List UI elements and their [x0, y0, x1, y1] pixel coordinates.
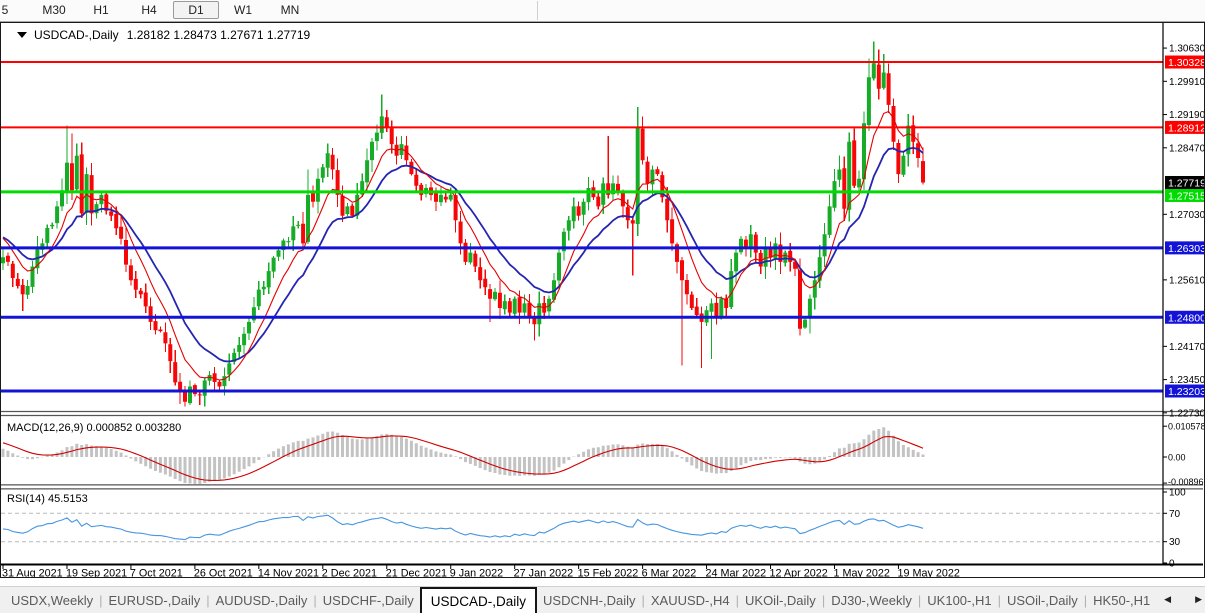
macd-axis-label: -0.00896	[1168, 477, 1204, 487]
date-axis-label: 9 Jan 2022	[450, 568, 503, 578]
macd-axis-label: 0.00	[1168, 453, 1186, 463]
date-axis-label: 2 Dec 2021	[322, 568, 377, 578]
chart-title: USDCAD-,Daily 1.28182 1.28473 1.27671 1.2…	[17, 28, 310, 42]
tab-separator: |	[1083, 592, 1088, 608]
timeframe-button-m30[interactable]: M30	[42, 3, 66, 17]
tab-separator: |	[641, 592, 645, 608]
date-axis-label: 24 Mar 2022	[706, 568, 767, 578]
bid-price-badge: 1.27719	[1168, 177, 1204, 189]
rsi-axis-label: 100	[1169, 488, 1186, 499]
price-axis-label: 1.22730	[1169, 408, 1204, 419]
chart-tab-usoil-daily[interactable]: USOil-,Daily	[1006, 592, 1078, 608]
timeframe-button-5[interactable]: 5	[1, 3, 9, 17]
tab-separator: |	[735, 592, 740, 608]
chart-tab-uk100-h1[interactable]: UK100-,H1	[927, 592, 992, 608]
chart-symbol-period: USDCAD-,Daily	[34, 28, 119, 42]
date-axis-label: 21 Dec 2021	[386, 568, 447, 578]
date-axis-label: 19 May 2022	[897, 568, 959, 578]
level-price-badge-bg	[1165, 241, 1204, 255]
date-axis-label: 31 Aug 2021	[2, 568, 63, 578]
level-price-badge: 1.27515	[1168, 190, 1204, 202]
price-axis-label: 1.27030	[1169, 210, 1204, 221]
date-axis-label: 26 Oct 2021	[194, 568, 253, 578]
date-axis-label: 15 Feb 2022	[578, 568, 639, 578]
chart-background	[1, 23, 1204, 577]
level-price-badge: 1.23203	[1168, 386, 1204, 398]
tab-scroll-right-icon[interactable]: ▶	[1195, 594, 1202, 604]
chart-tab-usdcad-daily[interactable]: USDCAD-,Daily	[419, 587, 538, 613]
chart-dropdown-icon[interactable]	[17, 32, 27, 38]
ma-fast-line	[2, 110, 924, 381]
price-axis-label: 1.23450	[1169, 375, 1204, 386]
tab-separator: |	[313, 592, 317, 608]
rsi-line	[2, 514, 924, 541]
price-axis-label: 1.25610	[1169, 275, 1204, 286]
price-axis-label: 1.29910	[1169, 77, 1204, 88]
date-axis-label: 1 May 2022	[833, 568, 889, 578]
timeframe-button-w1[interactable]: W1	[234, 3, 252, 17]
date-axis-label: 27 Jan 2022	[514, 568, 573, 578]
level-price-badge: 1.30328	[1168, 57, 1204, 69]
bid-price-badge-bg	[1165, 175, 1204, 189]
tab-separator: |	[99, 592, 103, 608]
timeframe-button-d1[interactable]: D1	[173, 1, 219, 19]
chart-tab-dj30-weekly[interactable]: DJ30-,Weekly	[831, 592, 912, 608]
level-price-badge: 1.28912	[1168, 122, 1204, 134]
tab-scroll-arrows: ◀ ▶	[1164, 594, 1202, 605]
level-price-badge-bg	[1165, 310, 1204, 324]
date-axis-label: 12 Apr 2022	[770, 568, 828, 578]
macd-histogram	[1, 427, 925, 484]
date-axis-label: 19 Sep 2021	[66, 568, 127, 578]
rsi-indicator-title: RSI(14) 45.5153	[7, 493, 88, 505]
rsi-axis-label: 70	[1169, 509, 1181, 520]
timeframe-button-mn[interactable]: MN	[280, 3, 300, 17]
timeframe-toolbar: 5 M30 H1 H4 D1 W1 MN	[0, 0, 1205, 22]
timeframe-button-h4[interactable]: H4	[141, 3, 157, 17]
chart-ohlc-values: 1.28182 1.28473 1.27671 1.27719	[126, 28, 311, 42]
date-axis-label: 14 Nov 2021	[258, 568, 319, 578]
timeframe-button-h1[interactable]: H1	[93, 3, 109, 17]
tab-separator: |	[997, 592, 1001, 608]
tab-separator: |	[917, 592, 922, 608]
price-axis-label: 1.28470	[1169, 143, 1204, 154]
level-price-badge: 1.26303	[1168, 243, 1204, 255]
tab-scroll-left-icon[interactable]: ◀	[1164, 594, 1172, 604]
level-price-badge-bg	[1165, 188, 1204, 202]
price-chart-canvas[interactable]: 1.30630 1.29910 1.29190 1.28470 1.27030 1.256…	[1, 23, 1204, 577]
chart-tab-usdcnh-daily[interactable]: USDCNH-,Daily	[543, 592, 636, 608]
chart-tab-audusd-daily[interactable]: AUDUSD-,Daily	[215, 592, 308, 608]
rsi-axis-label: 30	[1169, 537, 1181, 548]
chart-tab-hk50-h1[interactable]: HK50-,H1	[1093, 592, 1151, 608]
date-axis-label: 7 Oct 2021	[130, 568, 183, 578]
price-axis-label: 1.24170	[1169, 342, 1204, 353]
chart-tab-usdx-weekly[interactable]: USDX,Weekly	[11, 592, 94, 608]
level-price-badge: 1.24800	[1168, 312, 1204, 324]
toolbar-separator	[537, 1, 538, 20]
level-price-badge-bg	[1165, 384, 1204, 398]
price-axis-label: 1.29190	[1169, 110, 1204, 121]
tab-separator: |	[206, 592, 210, 608]
rsi-axis-label: 0	[1169, 559, 1175, 570]
tab-separator: |	[821, 592, 826, 608]
chart-tab-ukoil-daily[interactable]: UKOil-,Daily	[745, 592, 816, 608]
chart-tab-bar: USDX,Weekly | EURUSD-,Daily | AUDUSD-,Daily |…	[0, 586, 1205, 613]
chart-window[interactable]: 1.30630 1.29910 1.29190 1.28470 1.27030 1.256…	[0, 22, 1205, 578]
chart-tab-eurusd-daily[interactable]: EURUSD-,Daily	[108, 592, 201, 608]
chart-tab-xauusd-h4[interactable]: XAUUSD-,H4	[650, 592, 730, 608]
price-axis-label: 1.30630	[1169, 44, 1204, 55]
chart-tab-usdchf-daily[interactable]: USDCHF-,Daily	[322, 592, 414, 608]
ma-slow-line	[2, 146, 924, 363]
level-price-badge-bg	[1165, 120, 1204, 134]
macd-axis-label: 0.010578	[1168, 422, 1204, 432]
macd-signal-line	[2, 435, 924, 481]
macd-indicator-title: MACD(12,26,9) 0.000852 0.003280	[7, 422, 182, 434]
level-price-badge-bg	[1165, 55, 1204, 69]
date-axis-label: 6 Mar 2022	[642, 568, 697, 578]
